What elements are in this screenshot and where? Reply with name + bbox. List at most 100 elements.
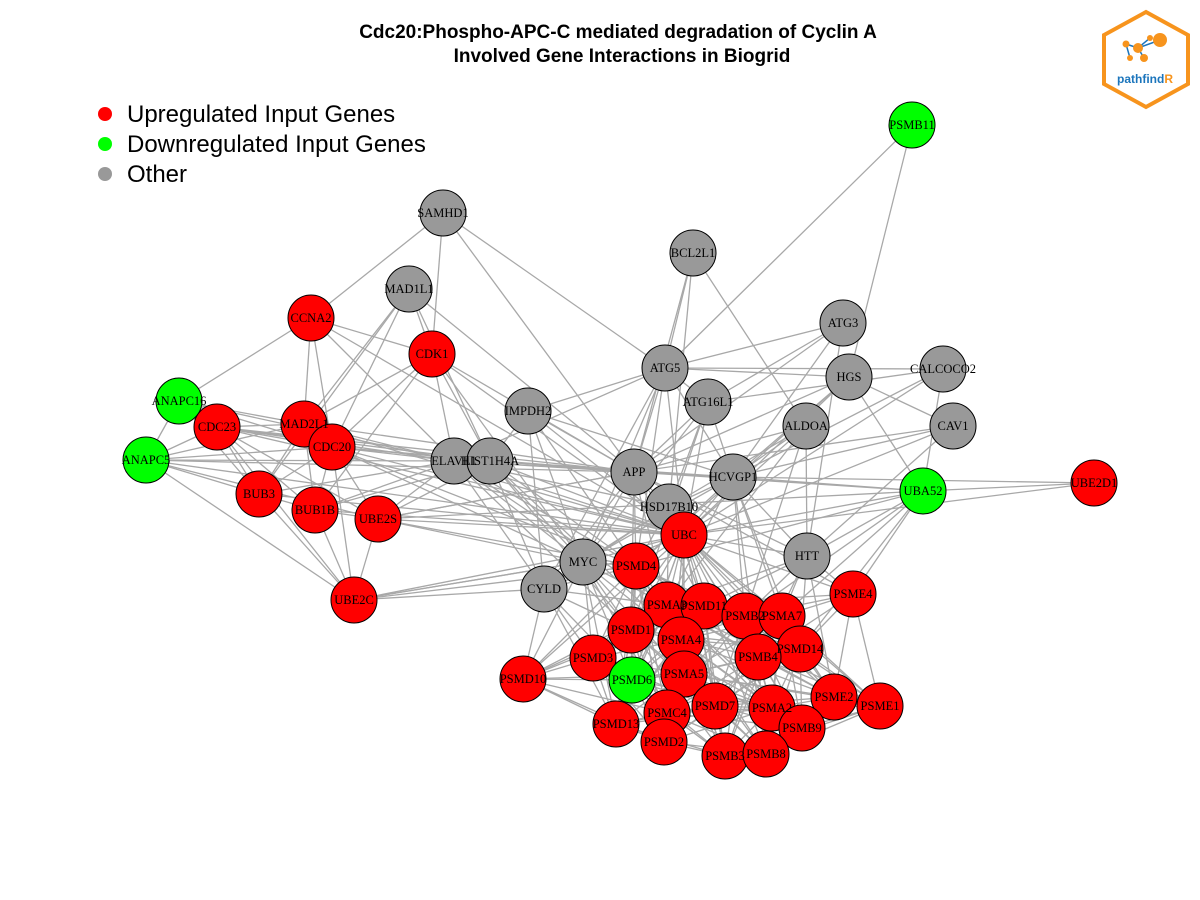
- node-samhd1: [419, 189, 467, 237]
- edge-atg5-impdh2: [527, 367, 666, 412]
- node-label-psmd2: PSMD2: [644, 735, 684, 749]
- node-psmd7: [691, 682, 739, 730]
- node-label-mad2l1: MAD2L1: [279, 417, 328, 431]
- edge-calcoco2-hcvgp1: [732, 368, 944, 478]
- node-psmb8: [742, 730, 790, 778]
- edge-bub3-elavl1: [258, 460, 455, 495]
- node-label-samhd1: SAMHD1: [417, 206, 468, 220]
- node-psme1: [856, 682, 904, 730]
- node-label-psmd1: PSMD1: [611, 623, 651, 637]
- legend-marker-other: [98, 167, 112, 181]
- node-label-psmd6: PSMD6: [612, 673, 652, 687]
- node-label-hist1h4a: HIST1H4A: [461, 454, 519, 468]
- node-psmb9: [778, 704, 826, 752]
- node-psmd10: [499, 655, 547, 703]
- node-label-psma4: PSMA4: [661, 633, 702, 647]
- edge-ube2s-app: [377, 471, 635, 520]
- edge-mad1l1-cdc20: [331, 288, 410, 448]
- edge-atg3-atg16l1: [707, 322, 844, 403]
- node-bcl2l1: [669, 229, 717, 277]
- node-label-psme4: PSME4: [834, 587, 874, 601]
- node-hist1h4a: [466, 437, 514, 485]
- node-psme2: [810, 673, 858, 721]
- edge-cav1-app: [633, 425, 954, 473]
- node-psmd6: [608, 656, 656, 704]
- edge-ccna2-elavl1: [310, 317, 455, 462]
- node-label-psme1: PSME1: [861, 699, 900, 713]
- edge-atg3-hcvgp1: [732, 322, 844, 478]
- edge-samhd1-cdk1: [431, 212, 444, 355]
- edge-impdh2-hcvgp1: [527, 410, 734, 478]
- node-label-psmd13: PSMD13: [593, 717, 640, 731]
- legend-marker-down: [98, 137, 112, 151]
- node-label-psmb3: PSMB3: [705, 749, 745, 763]
- edge-uba52-ube2d1: [922, 482, 1095, 492]
- node-label-psma5: PSMA5: [664, 667, 704, 681]
- node-ube2c: [330, 576, 378, 624]
- node-label-anapc5: ANAPC5: [122, 453, 171, 467]
- edge-bcl2l1-aldoa: [692, 252, 807, 427]
- legend-label-down: Downregulated Input Genes: [127, 131, 426, 158]
- edge-cdk1-mad2l1: [303, 353, 433, 425]
- node-atg5: [641, 344, 689, 392]
- node-calcoco2: [919, 345, 967, 393]
- edge-anapc5-elavl1: [145, 459, 455, 462]
- logo-wordmark: pathfindR: [1117, 72, 1173, 86]
- node-psmd4: [612, 542, 660, 590]
- edge-cyld-ube2c: [353, 588, 545, 601]
- node-bub1b: [291, 486, 339, 534]
- edge-ccna2-anapc16: [178, 317, 312, 402]
- node-label-cdk1: CDK1: [416, 347, 449, 361]
- node-bub3: [235, 470, 283, 518]
- node-label-cyld: CYLD: [527, 582, 561, 596]
- node-label-psmb4: PSMB4: [738, 650, 778, 664]
- edge-ubc-psmd3: [592, 534, 685, 659]
- legend: Upregulated Input Genes Downregulated Inp…: [98, 101, 426, 188]
- node-label-bub3: BUB3: [243, 487, 275, 501]
- edge-uba52-ubc: [683, 490, 924, 536]
- node-psmb4: [734, 633, 782, 681]
- node-ube2s: [354, 495, 402, 543]
- edge-psmd10-psmc4: [522, 678, 668, 714]
- node-label-psmd14: PSMD14: [777, 642, 824, 656]
- edge-cav1-htt: [806, 425, 954, 557]
- edge-cav1-hcvgp1: [732, 425, 954, 478]
- edge-calcoco2-atg16l1: [707, 368, 944, 403]
- node-label-app: APP: [623, 465, 646, 479]
- edge-samhd1-ccna2: [310, 212, 444, 319]
- node-label-hgs: HGS: [836, 370, 861, 384]
- node-label-psma7: PSMA7: [762, 609, 802, 623]
- node-atg16l1: [684, 378, 732, 426]
- edge-bub3-ube2c: [258, 493, 355, 601]
- edge-bub1b-elavl1: [314, 460, 455, 511]
- edge-aldoa-app: [633, 425, 807, 473]
- node-label-atg16l1: ATG16L1: [683, 395, 734, 409]
- node-label-psmc4: PSMC4: [647, 706, 687, 720]
- node-impdh2: [504, 387, 552, 435]
- node-cdk1: [408, 330, 456, 378]
- node-psmd2: [640, 718, 688, 766]
- logo-network-nodes: [1122, 33, 1167, 62]
- node-label-mad1l1: MAD1L1: [384, 282, 433, 296]
- edge-psmd4-psmd10: [522, 565, 637, 680]
- edge-samhd1-atg5: [442, 212, 666, 369]
- edge-uba52-psma7: [781, 490, 924, 617]
- node-label-psmb11: PSMB11: [889, 118, 934, 132]
- edge-ccna2-ubc: [310, 317, 685, 536]
- node-label-cav1: CAV1: [937, 419, 968, 433]
- node-ube2d1: [1070, 459, 1118, 507]
- edge-hgs-ubc: [683, 376, 850, 536]
- edge-htt-psme2: [806, 555, 835, 698]
- legend-marker-up: [98, 107, 112, 121]
- edge-ubc-psme4: [683, 534, 854, 595]
- node-cav1: [929, 402, 977, 450]
- edge-ube2s-myc: [377, 518, 584, 563]
- node-hcvgp1: [709, 453, 757, 501]
- logo-text-main: pathfind: [1117, 72, 1164, 86]
- edge-hist1h4a-psmd1: [489, 460, 632, 631]
- node-label-atg3: ATG3: [828, 316, 859, 330]
- node-label-bcl2l1: BCL2L1: [671, 246, 715, 260]
- node-label-ccna2: CCNA2: [291, 311, 332, 325]
- node-label-hcvgp1: HCVGP1: [709, 470, 758, 484]
